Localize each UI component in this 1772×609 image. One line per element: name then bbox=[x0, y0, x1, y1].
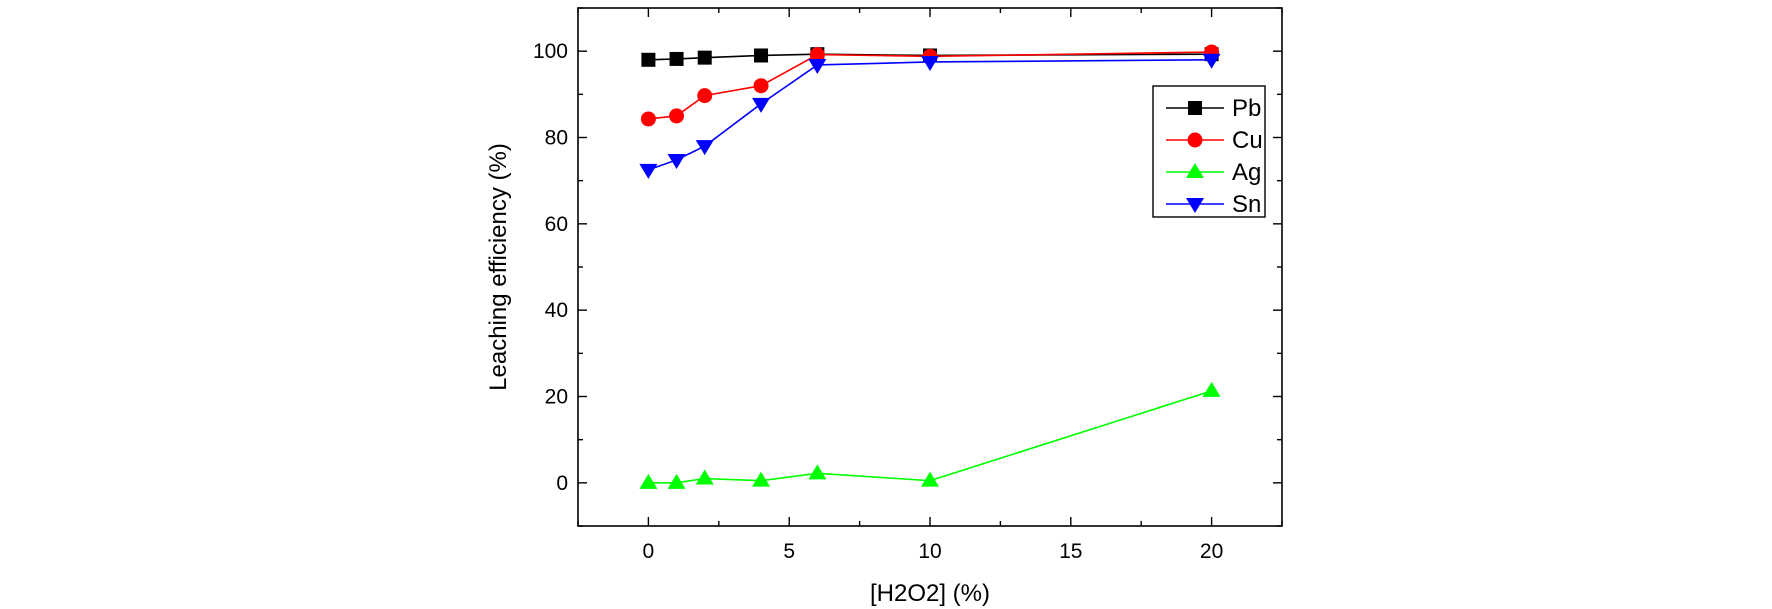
legend-label-pb: Pb bbox=[1232, 95, 1261, 122]
legend-label-ag: Ag bbox=[1232, 159, 1261, 186]
data-point-pb bbox=[669, 51, 684, 66]
y-axis-title: Leaching efficiency (%) bbox=[485, 143, 512, 391]
data-point-ag bbox=[667, 473, 686, 489]
data-point-ag bbox=[695, 469, 714, 485]
data-point-pb bbox=[697, 50, 712, 65]
y-tick-label: 80 bbox=[545, 127, 568, 150]
data-point-sn bbox=[639, 163, 658, 179]
data-point-sn bbox=[667, 153, 686, 169]
legend-label-sn: Sn bbox=[1232, 191, 1261, 218]
x-tick-label: 5 bbox=[783, 540, 795, 563]
data-point-sn bbox=[752, 97, 771, 113]
x-axis-title: [H2O2] (%) bbox=[870, 580, 990, 607]
x-axis: 0 5 10 15 20 bbox=[577, 8, 1283, 563]
data-point-ag bbox=[808, 464, 827, 480]
legend-marker-pb bbox=[1188, 101, 1202, 115]
y-tick-label: 40 bbox=[545, 299, 568, 322]
x-tick-label: 20 bbox=[1200, 540, 1223, 563]
legend-label-cu: Cu bbox=[1232, 127, 1263, 154]
series-line-sn bbox=[648, 59, 1212, 171]
legend-marker-ag bbox=[1186, 163, 1204, 178]
data-point-pb bbox=[641, 52, 656, 67]
data-point-cu bbox=[753, 78, 769, 94]
y-tick-label: 20 bbox=[545, 386, 568, 409]
data-point-sn bbox=[921, 55, 939, 71]
legend-items bbox=[1166, 101, 1224, 213]
y-tick-label: 0 bbox=[556, 472, 568, 495]
data-point-sn bbox=[808, 58, 827, 74]
data-point-ag bbox=[921, 471, 939, 487]
x-tick-label: 10 bbox=[918, 540, 941, 563]
data-point-cu bbox=[640, 111, 656, 127]
y-axis: 0 20 40 60 80 100 bbox=[533, 7, 1282, 527]
x-tick-label: 15 bbox=[1059, 540, 1082, 563]
series-line-ag bbox=[648, 390, 1212, 484]
data-point-cu bbox=[809, 47, 825, 63]
data-point-pb bbox=[754, 48, 769, 63]
data-point-sn bbox=[695, 140, 714, 156]
data-point-sn bbox=[1202, 53, 1221, 69]
x-tick-label: 0 bbox=[643, 540, 655, 563]
legend-marker-cu bbox=[1187, 132, 1203, 148]
legend: Pb Cu Ag Sn bbox=[1152, 85, 1266, 218]
legend-marker-sn bbox=[1186, 198, 1204, 213]
y-tick-label: 60 bbox=[545, 213, 568, 236]
y-tick-label: 100 bbox=[533, 40, 568, 63]
series-layer bbox=[639, 44, 1221, 489]
data-point-cu bbox=[697, 88, 713, 104]
data-point-ag bbox=[1202, 381, 1221, 397]
data-point-ag bbox=[639, 473, 658, 489]
data-point-ag bbox=[752, 471, 771, 487]
data-point-cu bbox=[669, 108, 685, 124]
